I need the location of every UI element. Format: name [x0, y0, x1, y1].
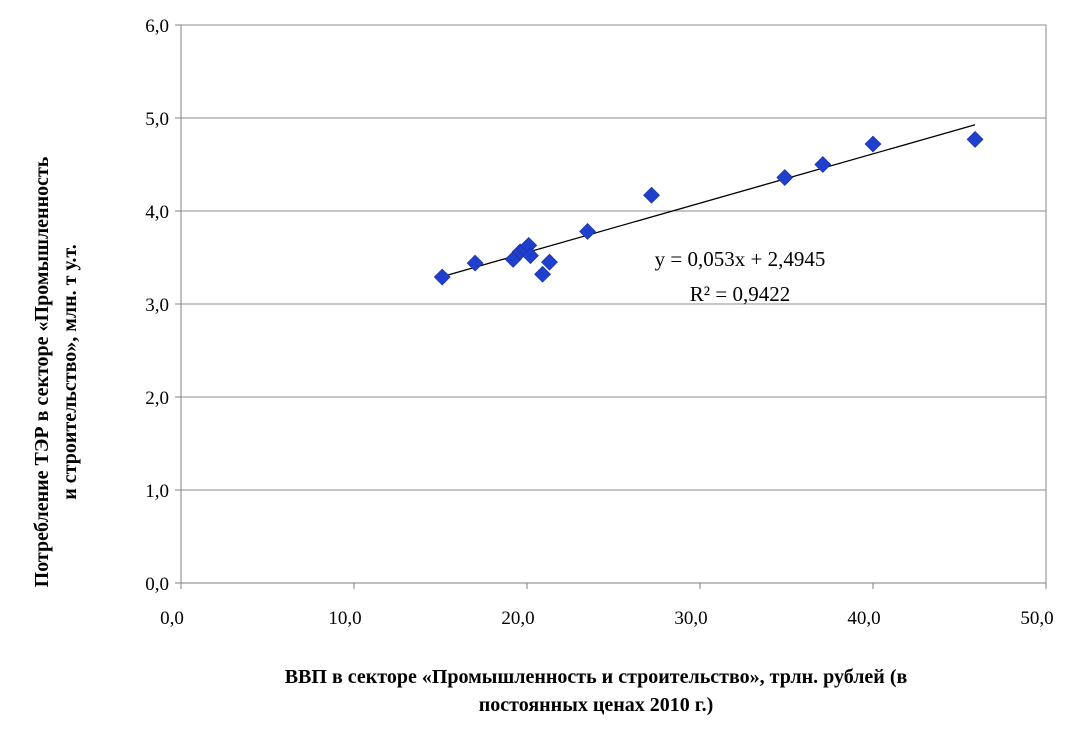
y-tick-label: 0,0	[145, 574, 169, 595]
y-tick-label: 3,0	[145, 295, 169, 316]
r-squared-label: R² = 0,9422	[690, 282, 790, 306]
x-tick-label: 50,0	[1020, 608, 1053, 629]
x-tick-label: 20,0	[501, 608, 534, 629]
x-tick-label: 0,0	[160, 608, 184, 629]
data-point	[534, 265, 551, 283]
trendline-equation: y = 0,053x + 2,4945	[655, 247, 826, 271]
axes	[175, 24, 1047, 589]
x-tick-labels: 0,0 10,0 20,0 30,0 40,0 50,0	[160, 608, 1054, 629]
data-point	[579, 223, 596, 240]
x-axis-title-line-1: ВВП в секторе «Промышленность и строител…	[285, 666, 908, 688]
x-tick-label: 10,0	[328, 608, 361, 629]
data-point	[966, 130, 984, 148]
data-point	[864, 135, 882, 153]
y-axis-title-line-1: Потребление ТЭР в секторе «Промышленност…	[31, 156, 53, 587]
data-point	[643, 186, 660, 204]
data-point	[466, 254, 484, 272]
data-point	[776, 169, 794, 186]
y-axis-title-line-2: и строительство», млн. т у.т.	[59, 244, 81, 500]
y-tick-label: 5,0	[145, 109, 169, 130]
data-point	[433, 268, 451, 286]
y-tick-labels: 0,0 1,0 2,0 3,0 4,0 5,0 6,0	[145, 16, 169, 595]
x-tick-label: 40,0	[847, 608, 880, 629]
y-tick-label: 2,0	[145, 388, 169, 409]
data-point	[522, 247, 539, 265]
data-point	[814, 156, 832, 173]
y-tick-label: 4,0	[145, 202, 169, 223]
data-points	[433, 130, 984, 286]
data-point	[541, 253, 558, 271]
gridlines	[181, 24, 1046, 491]
y-tick-label: 6,0	[145, 16, 169, 37]
y-tick-label: 1,0	[145, 481, 169, 502]
x-axis-title-line-2: постоянных ценах 2010 г.)	[479, 694, 713, 716]
x-tick-label: 30,0	[674, 608, 707, 629]
